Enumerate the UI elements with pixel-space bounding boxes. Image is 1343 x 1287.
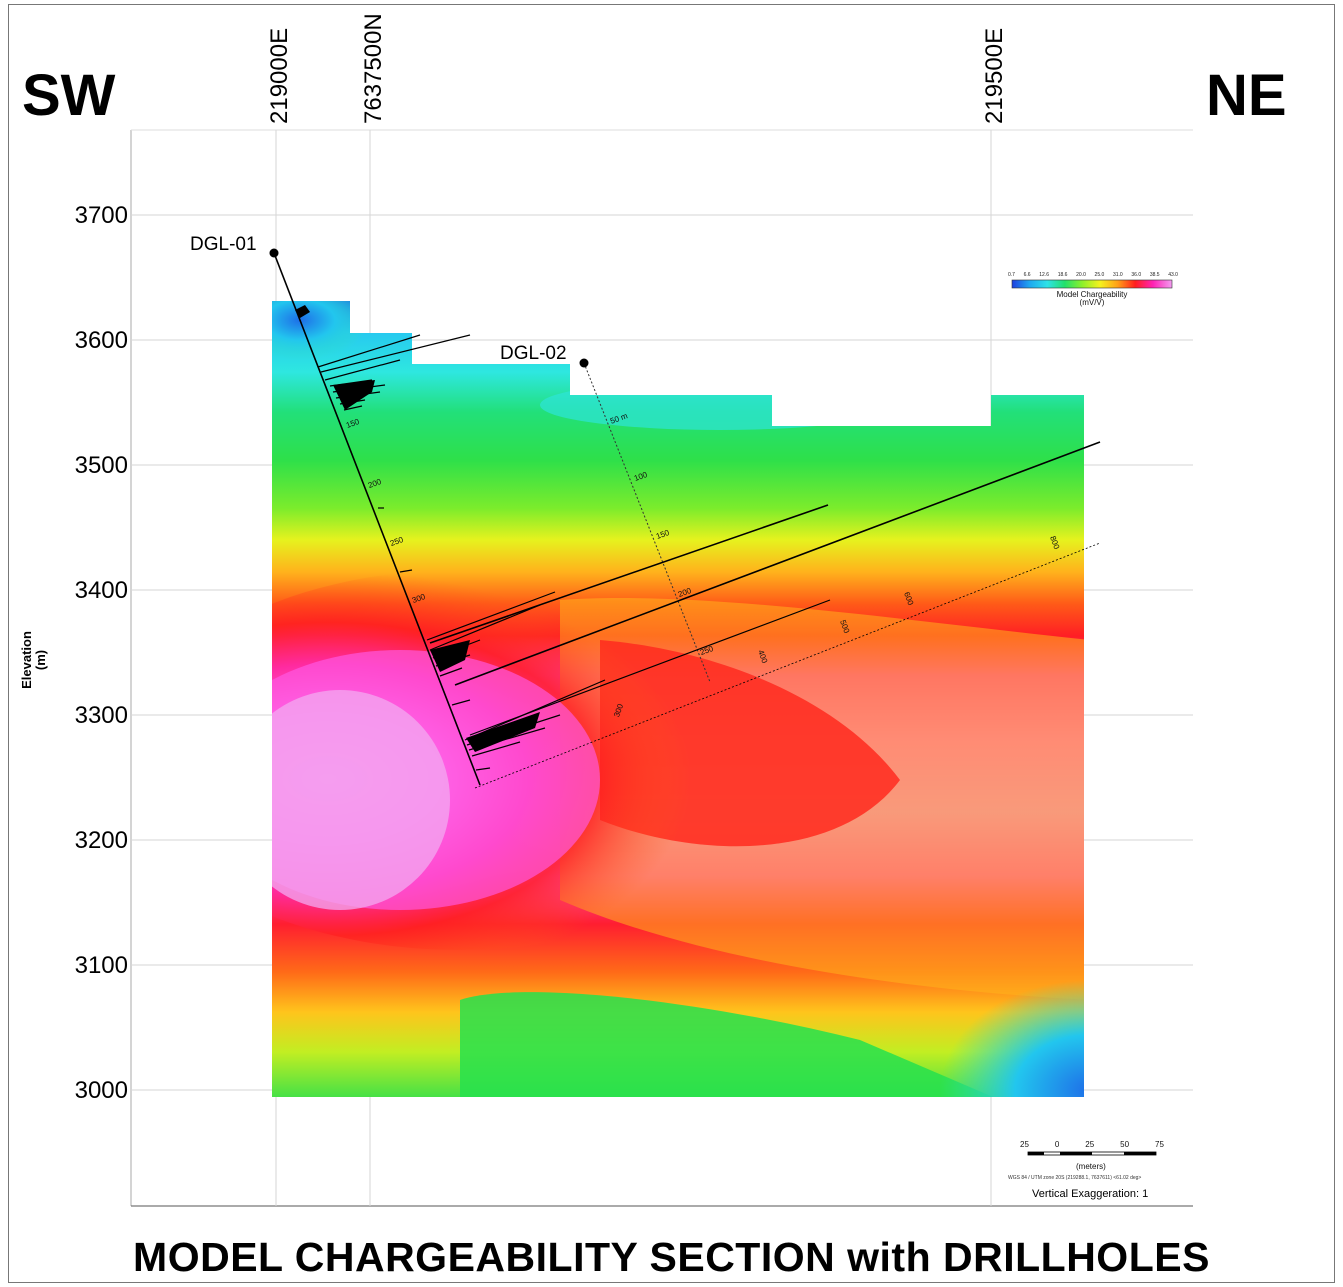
- drillhole-label-dgl-02: DGL-02: [500, 343, 567, 364]
- y-tick-3000: 3000: [74, 1077, 128, 1104]
- drillhole-label-dgl-01: DGL-01: [190, 234, 257, 255]
- scale-tick: 50: [1120, 1140, 1130, 1149]
- scale-bar-ticks: 25 0 25 50 75: [1020, 1140, 1164, 1149]
- y-tick-3200: 3200: [74, 827, 128, 854]
- direction-label-ne: NE: [1206, 63, 1287, 128]
- scale-bar: [1027, 1151, 1157, 1156]
- legend-title-line2: (mV/V): [1079, 298, 1105, 307]
- coord-label-219000e: 219000E: [266, 27, 293, 124]
- y-tick-3700: 3700: [74, 202, 128, 229]
- drillhole-dgl-02: [579, 358, 711, 683]
- legend-ticks: 0.7 6.6 12.6 18.6 20.0 25.0 31.0 36.0 38…: [1008, 272, 1178, 278]
- legend-tick: 20.0: [1076, 272, 1086, 278]
- legend-tick: 43.0: [1168, 272, 1178, 278]
- chargeability-model: [272, 301, 1084, 1097]
- scale-tick: 25: [1020, 1140, 1029, 1149]
- legend-tick: 31.0: [1112, 272, 1123, 278]
- legend-title: Model Chargeability (mV/V): [1010, 291, 1174, 307]
- coord-label-7637500n: 7637500N: [360, 13, 387, 124]
- coord-label-219500e: 219500E: [981, 27, 1008, 124]
- legend-tick: 38.5: [1149, 272, 1160, 278]
- legend-colorbar: [1011, 279, 1173, 289]
- legend-tick: 0.7: [1008, 272, 1015, 278]
- y-tick-3500: 3500: [74, 452, 128, 479]
- legend-tick: 25.0: [1094, 272, 1105, 278]
- legend-title-line1: Model Chargeability: [1056, 290, 1128, 299]
- y-axis-label: Elevation (m): [19, 620, 48, 700]
- drillhole-dgl-01: [269, 248, 606, 786]
- section-lines: [429, 441, 1101, 789]
- projection-note: WGS 84 / UTM zone 20S (219288.1, 7637611…: [1008, 1175, 1142, 1181]
- legend-tick: 18.6: [1057, 272, 1068, 278]
- legend-tick: 36.0: [1131, 272, 1142, 278]
- figure-title: MODEL CHARGEABILITY SECTION with DRILLHO…: [133, 1234, 1210, 1280]
- y-tick-3300: 3300: [74, 702, 128, 729]
- scale-bar-unit: (meters): [1076, 1162, 1106, 1171]
- y-tick-3400: 3400: [74, 577, 128, 604]
- figure-frame: [8, 4, 1335, 1283]
- y-tick-3100: 3100: [74, 952, 128, 979]
- scale-tick: 75: [1155, 1140, 1164, 1149]
- direction-label-sw: SW: [22, 63, 116, 128]
- y-tick-3600: 3600: [74, 327, 128, 354]
- scale-tick: 25: [1085, 1140, 1095, 1149]
- scale-tick: 0: [1054, 1140, 1060, 1149]
- y-axis-label-line2: (m): [33, 649, 48, 671]
- vertical-exaggeration: Vertical Exaggeration: 1: [1032, 1188, 1149, 1200]
- y-axis-label-line1: Elevation: [19, 631, 34, 689]
- legend-tick: 12.6: [1039, 272, 1050, 278]
- legend-tick: 6.6: [1023, 272, 1031, 278]
